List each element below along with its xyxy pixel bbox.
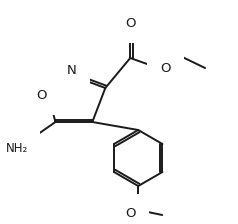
Text: NH₂: NH₂ xyxy=(6,142,29,155)
Text: N: N xyxy=(67,64,76,77)
Text: O: O xyxy=(125,17,135,30)
Text: O: O xyxy=(36,88,46,101)
Text: O: O xyxy=(126,207,136,220)
Text: O: O xyxy=(160,62,171,75)
